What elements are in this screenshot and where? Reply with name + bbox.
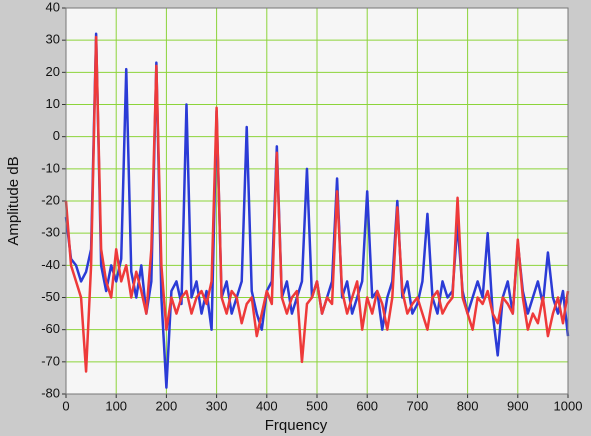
y-tick-label: -30 xyxy=(41,225,60,240)
y-tick-label: 20 xyxy=(46,64,60,79)
y-tick-label: -40 xyxy=(41,257,60,272)
x-tick-label: 300 xyxy=(206,398,228,413)
x-tick-label: 400 xyxy=(256,398,278,413)
x-axis-label: Frquency xyxy=(265,417,328,434)
x-tick-label: 500 xyxy=(306,398,328,413)
x-tick-label: 700 xyxy=(407,398,429,413)
x-tick-label: 100 xyxy=(105,398,127,413)
x-tick-label: 600 xyxy=(356,398,378,413)
y-tick-label: 0 xyxy=(53,128,60,143)
y-tick-label: -10 xyxy=(41,160,60,175)
plot-border xyxy=(65,7,569,395)
y-tick-label: -60 xyxy=(41,321,60,336)
x-tick-label: 200 xyxy=(156,398,178,413)
y-tick-label: -70 xyxy=(41,353,60,368)
y-tick-label: -80 xyxy=(41,385,60,400)
y-axis-label: Amplitude dB xyxy=(5,156,22,245)
y-tick-label: 10 xyxy=(46,96,60,111)
y-tick-label: -50 xyxy=(41,289,60,304)
x-tick-label: 900 xyxy=(507,398,529,413)
y-tick-label: -20 xyxy=(41,192,60,207)
y-tick-label: 30 xyxy=(46,32,60,47)
x-tick-label: 0 xyxy=(62,398,69,413)
series-line xyxy=(64,35,570,373)
x-tick-label: 1000 xyxy=(554,398,583,413)
x-tick-label: 800 xyxy=(457,398,479,413)
y-tick-label: 40 xyxy=(46,0,60,14)
